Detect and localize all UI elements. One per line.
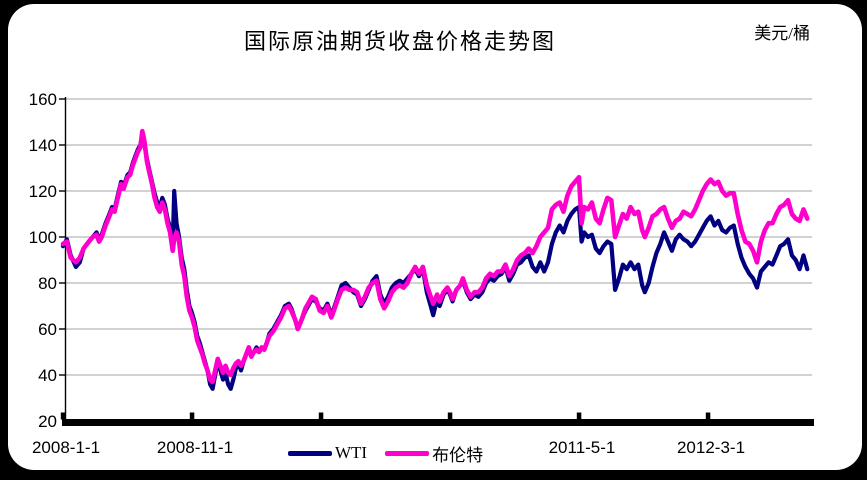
legend-item-wti: WTI [288, 443, 367, 463]
y-tick-label: 60 [38, 320, 57, 339]
x-axis-tick [447, 412, 453, 420]
wti-line [60, 131, 810, 391]
y-tick-label: 160 [29, 90, 57, 109]
x-axis-tick [705, 412, 711, 420]
brent-line [60, 128, 810, 385]
x-axis-tick [189, 412, 195, 420]
x-axis-tick [60, 412, 66, 420]
chart-legend: WTI 布伦特 [288, 443, 483, 465]
x-axis [62, 419, 814, 426]
y-tick-label: 100 [29, 228, 57, 247]
legend-label-brent: 布伦特 [432, 445, 484, 465]
brent-line-swatch [385, 450, 430, 456]
x-axis-tick [576, 412, 582, 420]
y-tick-label: 80 [38, 274, 57, 293]
legend-label-wti: WTI [335, 443, 368, 462]
y-tick-label: 40 [38, 366, 57, 385]
y-tick-label: 20 [38, 412, 57, 431]
y-tick-label: 120 [29, 182, 57, 201]
y-tick-label: 140 [29, 136, 57, 155]
unit-label: 美元/桶 [754, 24, 810, 43]
x-tick-label: 2008-1-1 [32, 438, 100, 457]
chart-title: 国际原油期货收盘价格走势图 [243, 29, 556, 54]
x-tick-label: 2012-3-1 [677, 438, 745, 457]
wti-line-swatch [288, 450, 332, 456]
x-axis-tick [318, 412, 324, 420]
legend-item-brent: 布伦特 [385, 441, 483, 466]
x-tick-label: 2011-5-1 [549, 438, 616, 457]
x-tick-label: 2008-11-1 [157, 438, 233, 457]
